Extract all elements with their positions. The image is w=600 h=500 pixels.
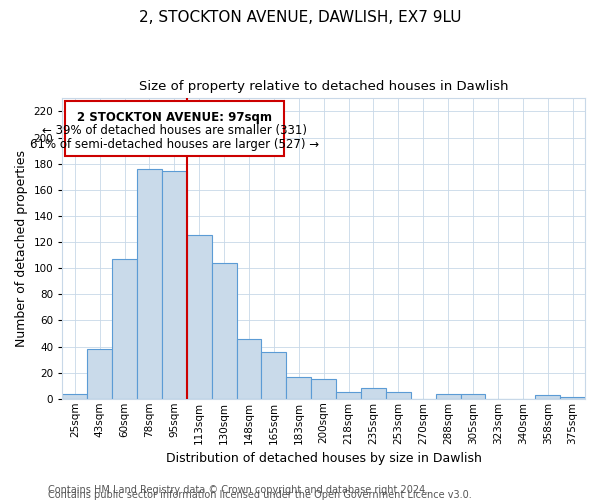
Bar <box>112 259 137 399</box>
Bar <box>187 236 212 399</box>
Bar <box>286 376 311 399</box>
Text: 2, STOCKTON AVENUE, DAWLISH, EX7 9LU: 2, STOCKTON AVENUE, DAWLISH, EX7 9LU <box>139 10 461 25</box>
Text: Contains HM Land Registry data © Crown copyright and database right 2024.: Contains HM Land Registry data © Crown c… <box>48 485 428 495</box>
Text: Contains public sector information licensed under the Open Government Licence v3: Contains public sector information licen… <box>48 490 472 500</box>
Bar <box>436 394 461 399</box>
X-axis label: Distribution of detached houses by size in Dawlish: Distribution of detached houses by size … <box>166 452 482 465</box>
Bar <box>236 338 262 399</box>
Bar <box>87 349 112 399</box>
Bar <box>311 379 336 399</box>
FancyBboxPatch shape <box>65 101 284 156</box>
Text: 2 STOCKTON AVENUE: 97sqm: 2 STOCKTON AVENUE: 97sqm <box>77 112 272 124</box>
Text: ← 39% of detached houses are smaller (331): ← 39% of detached houses are smaller (33… <box>42 124 307 138</box>
Bar <box>62 394 87 399</box>
Y-axis label: Number of detached properties: Number of detached properties <box>15 150 28 347</box>
Bar <box>162 172 187 399</box>
Bar <box>137 169 162 399</box>
Bar <box>535 395 560 399</box>
Bar <box>386 392 411 399</box>
Bar <box>262 352 286 399</box>
Bar <box>336 392 361 399</box>
Bar <box>461 394 485 399</box>
Text: 61% of semi-detached houses are larger (527) →: 61% of semi-detached houses are larger (… <box>30 138 319 150</box>
Bar <box>560 398 585 399</box>
Title: Size of property relative to detached houses in Dawlish: Size of property relative to detached ho… <box>139 80 508 93</box>
Bar <box>212 263 236 399</box>
Bar <box>361 388 386 399</box>
